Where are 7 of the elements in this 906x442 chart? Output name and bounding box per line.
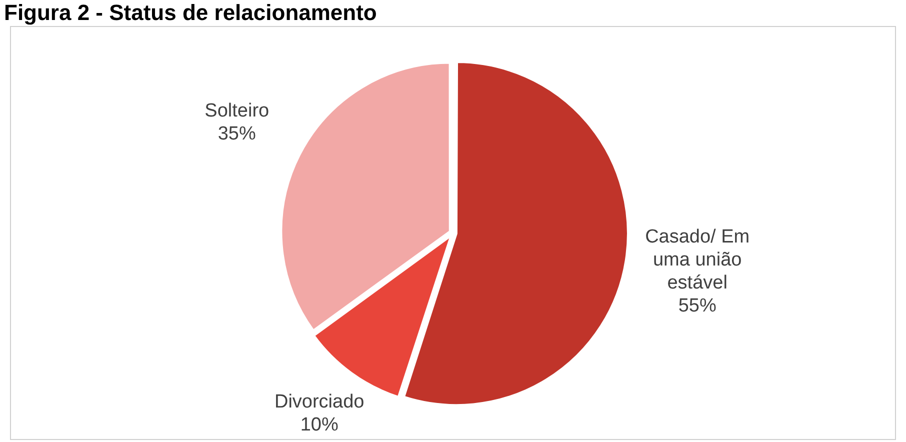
- data-label: 35%: [218, 124, 256, 145]
- slice-label: Divorciado: [274, 392, 364, 413]
- data-label: 55%: [678, 295, 716, 316]
- slice-label: Solteiro: [204, 100, 270, 122]
- slice-label: Casado/ Em uma união estável: [645, 226, 750, 294]
- chart-title: Figura 2 - Status de relacionamento: [4, 0, 377, 26]
- data-label: 10%: [300, 414, 338, 436]
